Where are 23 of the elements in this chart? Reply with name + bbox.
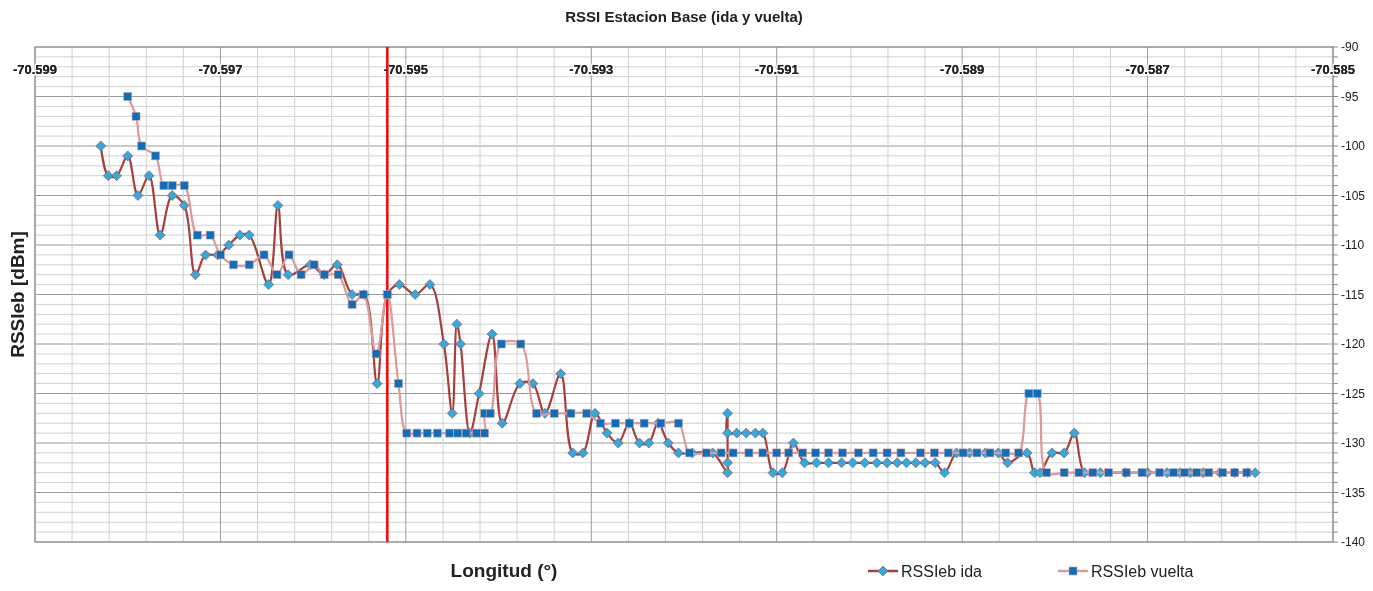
chart-title: RSSI Estacion Base (ida y vuelta) [565, 8, 803, 25]
y-tick-label: -130 [1341, 436, 1366, 450]
legend-label: RSSIeb ida [901, 563, 983, 580]
x-tick-label: -70.587 [1125, 62, 1170, 77]
x-tick-label: -70.589 [940, 62, 985, 77]
y-axis-title: RSSIeb [dBm] [7, 231, 28, 358]
x-axis-title: Longitud (°) [450, 560, 558, 581]
x-tick-label: -70.599 [12, 62, 58, 77]
x-tick-label: -70.585 [1310, 62, 1356, 77]
y-tick-label: -100 [1341, 139, 1366, 153]
y-tick-label: -120 [1341, 337, 1366, 351]
y-tick-label: -105 [1341, 188, 1366, 203]
y-tick-label: -90 [1341, 40, 1359, 54]
y-tick-label: -110 [1341, 238, 1365, 252]
y-tick-label: -140 [1341, 535, 1366, 549]
y-tick-label: -125 [1341, 386, 1366, 401]
y-tick-label: -115 [1341, 287, 1365, 302]
x-tick-label: -70.593 [569, 62, 614, 77]
x-tick-label: -70.591 [754, 62, 799, 77]
y-tick-label: -95 [1341, 89, 1359, 104]
legend-label: RSSIeb vuelta [1091, 563, 1194, 580]
x-tick-label: -70.597 [198, 62, 243, 77]
y-tick-label: -135 [1341, 485, 1366, 500]
